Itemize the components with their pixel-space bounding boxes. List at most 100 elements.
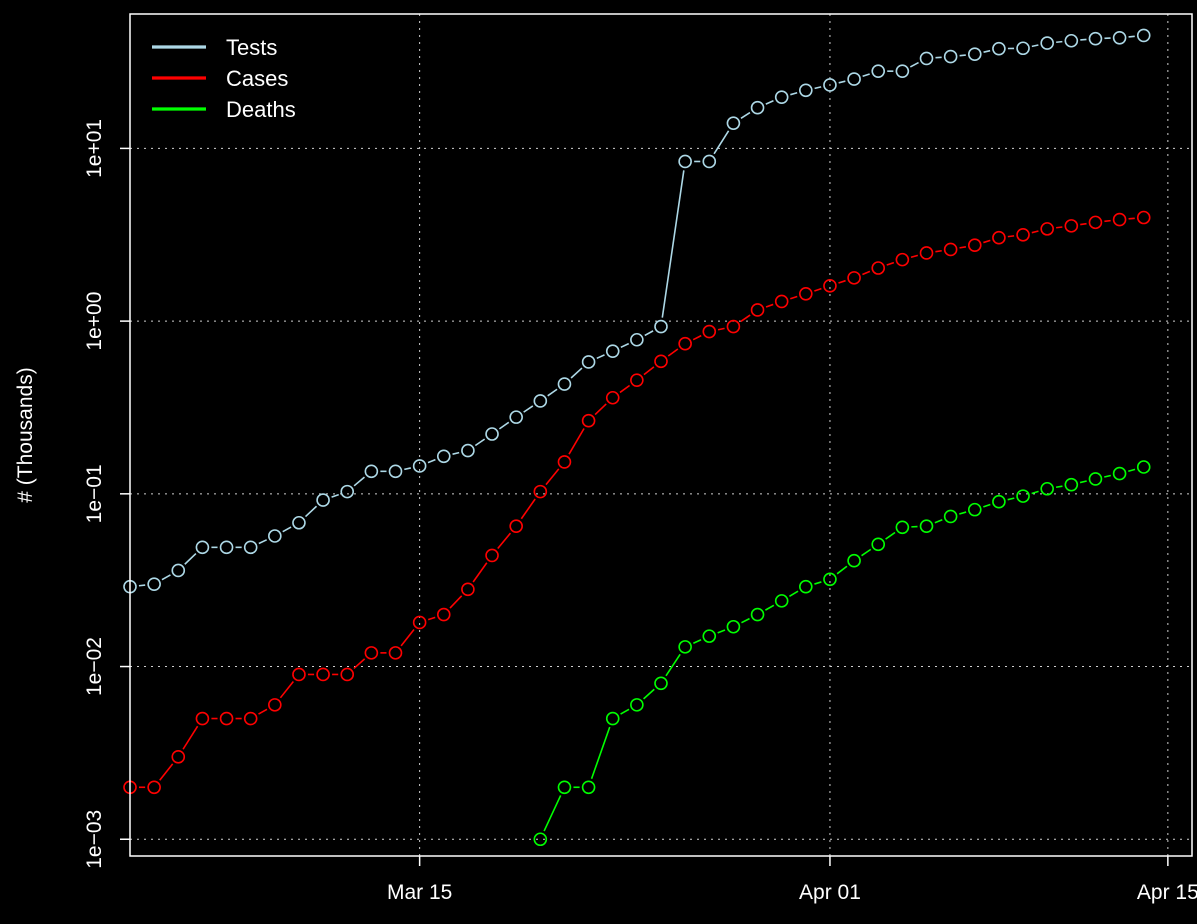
series-segment: [497, 532, 512, 549]
data-point: [243, 540, 258, 555]
data-point: [750, 607, 765, 622]
data-point: [557, 455, 572, 469]
data-point: [774, 294, 789, 309]
series-segment: [765, 303, 774, 308]
series-segment: [1104, 474, 1111, 478]
data-point: [147, 780, 161, 795]
data-point: [461, 443, 475, 458]
data-point: [630, 373, 644, 387]
series-segment: [568, 428, 585, 455]
series-segment: [619, 384, 631, 394]
data-point: [726, 319, 741, 334]
data-point: [678, 336, 692, 351]
data-point: [943, 242, 958, 257]
series-segment: [427, 616, 436, 621]
data-point: [1064, 219, 1079, 233]
series-segment: [279, 681, 294, 699]
data-point: [292, 515, 306, 530]
data-point: [943, 49, 958, 64]
series-segment: [1128, 468, 1136, 472]
data-point: [702, 154, 717, 169]
series-segment: [1104, 219, 1111, 223]
data-point: [340, 484, 355, 499]
data-point: [147, 577, 161, 591]
data-point: [967, 47, 982, 62]
series-segment: [547, 388, 558, 397]
series-segment: [692, 334, 702, 341]
data-point: [388, 464, 403, 479]
series-segment: [661, 170, 685, 318]
data-point: [919, 51, 934, 66]
y-tick-label: 1e−03: [83, 810, 106, 869]
series-segment: [959, 511, 967, 515]
series-segment: [693, 639, 702, 644]
series-segment: [862, 73, 870, 78]
data-point: [871, 64, 886, 78]
series-segment: [620, 708, 630, 715]
series-segment: [814, 287, 822, 292]
series-segment: [790, 91, 798, 96]
series-segment: [1056, 226, 1063, 229]
series-segment: [861, 548, 872, 557]
data-point: [799, 83, 813, 98]
data-point: [485, 427, 499, 441]
data-point: [1016, 41, 1030, 56]
series-segment: [1079, 480, 1087, 484]
data-point: [726, 116, 741, 130]
series-segment: [643, 366, 655, 376]
y-tick-label: 1e+00: [83, 292, 106, 351]
series-segment: [1080, 38, 1087, 41]
data-point: [1136, 460, 1151, 474]
series-segment: [1031, 44, 1039, 48]
series-segment: [713, 130, 730, 155]
x-tick-label: Apr 15: [1137, 881, 1197, 904]
data-point: [557, 780, 572, 795]
data-point: [485, 548, 499, 563]
series-segment: [764, 604, 775, 611]
data-point: [726, 619, 741, 634]
series-segment: [789, 590, 799, 598]
data-point: [605, 344, 620, 358]
series-segment: [304, 505, 318, 518]
data-point: [895, 520, 910, 535]
plot-frame: [129, 13, 1193, 857]
series-segment: [543, 795, 562, 832]
series-segment: [1128, 217, 1135, 220]
series-segment: [596, 354, 605, 360]
series-segment: [353, 476, 365, 487]
data-point: [871, 537, 886, 552]
y-tick-label: 1e+01: [83, 119, 106, 178]
series-segment: [498, 421, 510, 430]
data-point: [171, 563, 186, 578]
data-point: [654, 354, 668, 369]
series-segment: [282, 526, 292, 533]
series-segment: [814, 581, 822, 585]
data-point: [823, 572, 837, 587]
data-point: [219, 540, 234, 555]
data-point: [533, 394, 548, 408]
series-segment: [449, 595, 463, 609]
data-point: [268, 529, 282, 543]
series-segment: [886, 261, 895, 266]
data-point: [992, 230, 1006, 245]
data-point: [388, 646, 403, 660]
data-point: [750, 303, 765, 317]
data-point: [533, 832, 548, 847]
series-segment: [836, 565, 848, 575]
data-point: [340, 667, 355, 682]
data-point: [1112, 30, 1127, 45]
series-segment: [838, 80, 846, 84]
axes: 1e−03 1e−02 1e−01 1e+00 1e+01 Mar 15 Apr 01 Apr…: [83, 119, 1197, 904]
series-segment: [909, 61, 919, 68]
series-segment: [934, 519, 943, 524]
data-point: [919, 246, 934, 260]
series-segment: [331, 493, 340, 498]
data-point: [1088, 31, 1103, 46]
data-point: [1016, 489, 1030, 503]
series-segment: [1055, 485, 1063, 489]
data-point: [219, 711, 234, 726]
series-segment: [959, 245, 967, 249]
series-segment: [1007, 497, 1015, 501]
series-segment: [814, 86, 822, 90]
series-segment: [741, 617, 750, 624]
